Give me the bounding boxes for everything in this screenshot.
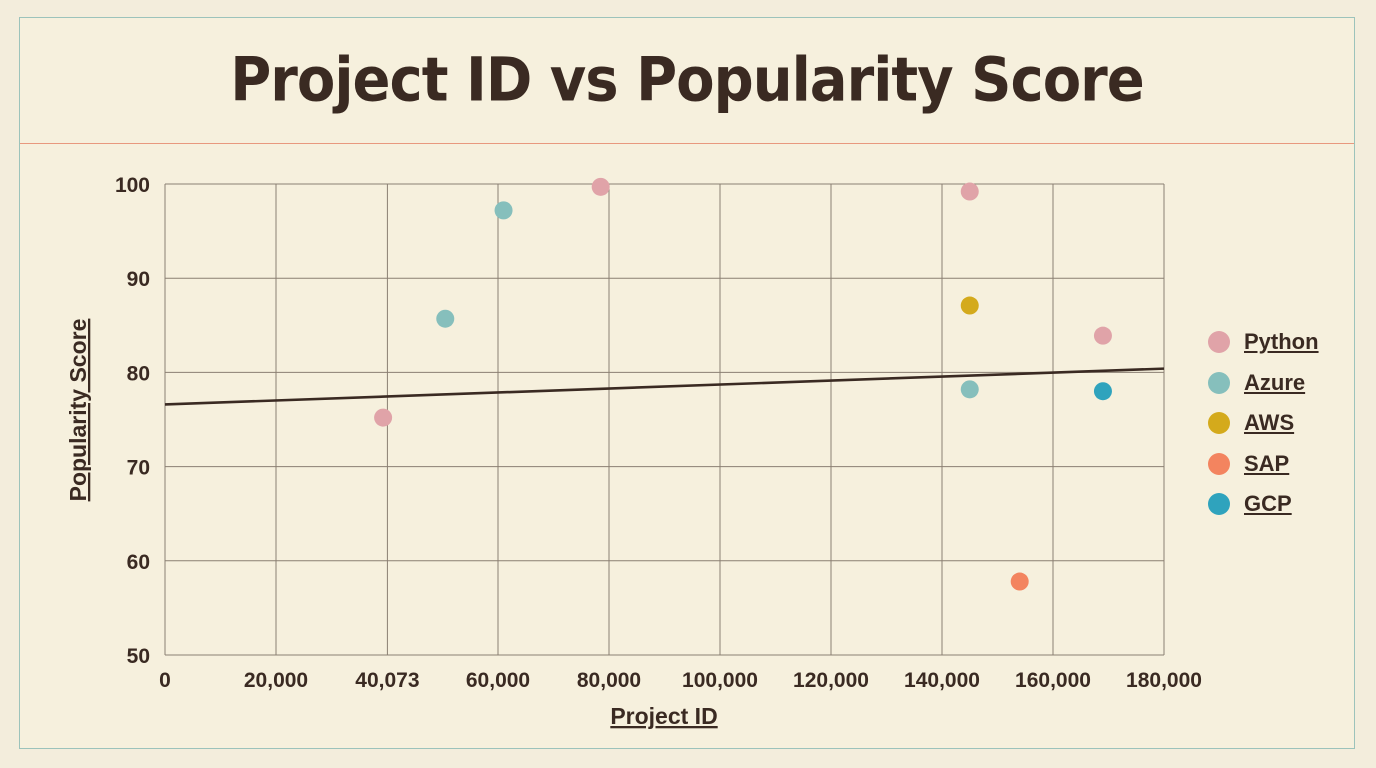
x-tick-label: 60,000 xyxy=(466,669,530,692)
y-tick-label: 60 xyxy=(127,551,150,574)
data-point-sap xyxy=(1010,572,1029,591)
legend-swatch xyxy=(1208,331,1230,354)
x-tick-label: 20,000 xyxy=(244,669,308,692)
data-point-aws xyxy=(960,296,979,315)
x-tick-label: 120,000 xyxy=(793,669,869,692)
legend-swatch xyxy=(1208,371,1230,394)
data-point-azure xyxy=(494,201,513,220)
legend-item-sap: SAP xyxy=(1208,444,1319,485)
y-tick-label: 80 xyxy=(127,362,150,385)
title-divider xyxy=(20,143,1354,144)
chart-title: Project ID vs Popularity Score xyxy=(230,44,1145,116)
x-tick-label: 140,000 xyxy=(904,669,980,692)
y-tick-label: 70 xyxy=(127,457,150,480)
legend-label: SAP xyxy=(1244,450,1290,476)
legend-swatch xyxy=(1208,412,1230,435)
trendline-group xyxy=(164,367,1165,406)
data-point-python xyxy=(1093,326,1112,345)
data-point-azure xyxy=(436,309,455,328)
y-tick-label: 90 xyxy=(127,268,150,291)
data-point-gcp xyxy=(1093,382,1112,401)
legend-swatch xyxy=(1208,493,1230,516)
legend: Python Azure AWS SAP GCP xyxy=(1208,322,1319,525)
legend-item-gcp: GCP xyxy=(1208,484,1319,525)
y-tick-labels: 50 60 70 80 90 100 xyxy=(115,174,150,668)
y-axis-title: Popularity Score xyxy=(65,319,91,502)
legend-item-python: Python xyxy=(1208,322,1319,363)
trendline xyxy=(164,367,1165,406)
x-tick-labels: 0 20,000 40,073 60,000 80,000 100,000 120,000 1… xyxy=(159,669,1202,692)
legend-label: GCP xyxy=(1244,491,1292,517)
y-tick-label: 100 xyxy=(115,174,150,197)
chart-frame xyxy=(19,17,1355,749)
data-point-azure xyxy=(960,380,979,399)
x-tick-label: 40,073 xyxy=(355,669,419,692)
x-tick-label: 80,000 xyxy=(577,669,641,692)
x-tick-label: 180,000 xyxy=(1126,669,1202,692)
legend-label: AWS xyxy=(1244,410,1295,436)
x-tick-label: 100,000 xyxy=(682,669,758,692)
legend-label: Azure xyxy=(1244,369,1306,395)
data-point-python xyxy=(960,182,979,201)
x-axis-title: Project ID xyxy=(610,703,717,729)
y-tick-label: 50 xyxy=(127,645,150,668)
data-points xyxy=(374,177,1112,591)
data-point-python xyxy=(374,408,393,427)
legend-item-aws: AWS xyxy=(1208,403,1319,444)
x-tick-label: 0 xyxy=(159,669,171,692)
data-point-python xyxy=(591,177,610,196)
legend-swatch xyxy=(1208,452,1230,475)
legend-label: Python xyxy=(1244,329,1319,355)
x-tick-label: 160,000 xyxy=(1015,669,1091,692)
legend-item-azure: Azure xyxy=(1208,363,1319,404)
